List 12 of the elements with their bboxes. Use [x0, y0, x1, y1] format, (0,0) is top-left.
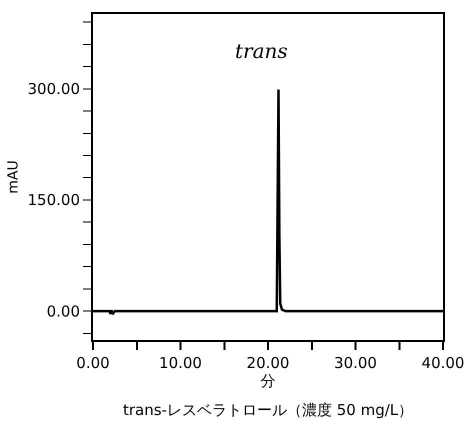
annotation: trans [235, 39, 288, 63]
x-tick-label: 20.00 [246, 354, 290, 372]
text: trans-レスベラトロール（濃度 50 mg/L） [123, 401, 414, 419]
x-axis-title: 分 [260, 372, 276, 390]
y-tick-label: 0.00 [46, 302, 80, 320]
x-tick-label: 10.00 [159, 354, 202, 372]
y-axis-title: mAU [6, 160, 22, 194]
x-tick-label: 0.00 [76, 354, 110, 372]
x-tick-label: 40.00 [422, 354, 464, 372]
y-tick-label: 300.00 [28, 80, 80, 98]
y-tick-label: 150.00 [28, 191, 80, 210]
x-tick-label: 30.00 [334, 354, 377, 372]
